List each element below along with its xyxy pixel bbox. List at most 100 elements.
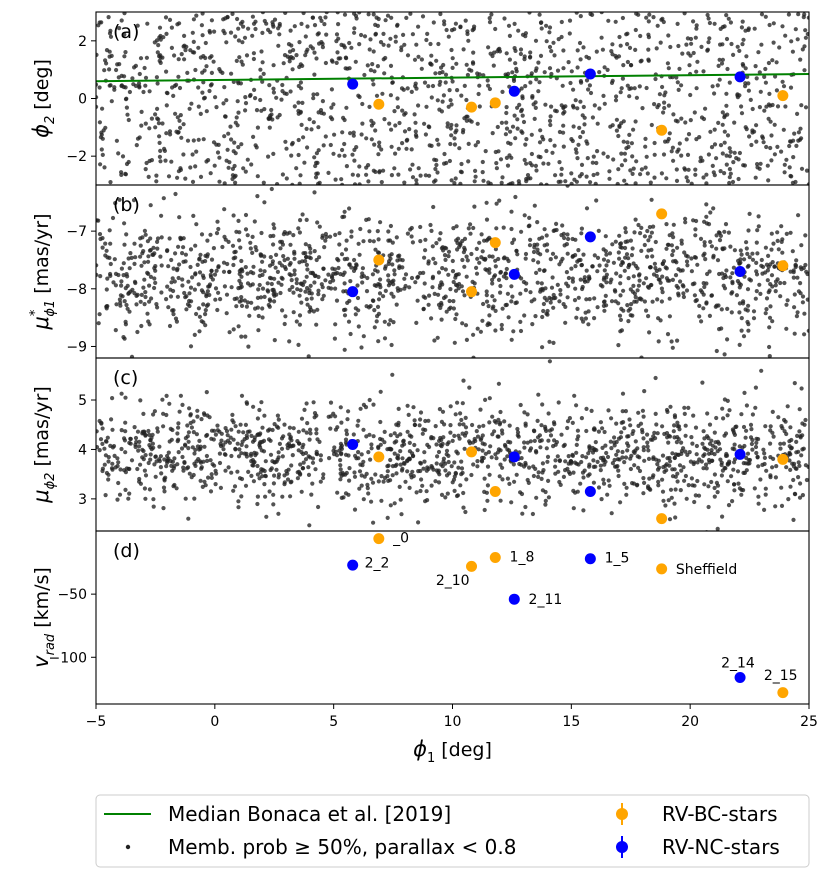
background-star: [316, 148, 321, 153]
background-star: [500, 306, 505, 311]
background-star: [789, 446, 794, 451]
background-star: [233, 173, 238, 178]
background-star: [739, 487, 744, 492]
background-star: [194, 222, 199, 227]
background-star: [607, 169, 612, 174]
background-star: [178, 167, 183, 172]
background-star: [770, 284, 775, 289]
background-star: [463, 415, 468, 420]
background-star: [229, 71, 234, 76]
background-star: [555, 454, 560, 459]
background-star: [448, 404, 453, 409]
background-star: [763, 245, 769, 250]
background-star: [300, 212, 305, 217]
background-star: [565, 425, 570, 431]
background-star: [442, 151, 447, 157]
background-star: [372, 325, 377, 330]
background-star: [201, 302, 206, 307]
background-star: [429, 316, 434, 321]
star-annotation: 1_5: [605, 551, 630, 567]
background-star: [159, 263, 164, 268]
y-tick-label: −7: [66, 224, 87, 240]
background-star: [592, 253, 597, 258]
background-star: [695, 262, 700, 267]
background-star: [710, 84, 715, 89]
background-star: [688, 459, 694, 464]
background-star: [361, 334, 366, 339]
background-star: [630, 154, 635, 159]
background-star: [762, 108, 767, 113]
background-star: [401, 32, 406, 38]
background-star: [720, 57, 726, 62]
background-star: [598, 468, 603, 473]
background-star: [803, 463, 809, 468]
background-star: [314, 257, 319, 263]
background-star: [288, 89, 293, 94]
background-star: [747, 211, 752, 216]
background-star: [651, 224, 656, 229]
background-star: [746, 458, 751, 463]
background-star: [199, 23, 204, 28]
background-star: [234, 115, 239, 120]
background-star: [758, 291, 763, 296]
background-star: [791, 138, 796, 143]
background-star: [796, 12, 801, 17]
background-star: [553, 442, 558, 447]
background-star: [187, 291, 192, 296]
background-star: [104, 287, 109, 292]
panel-frame: [95, 530, 810, 705]
background-star: [432, 291, 437, 296]
background-star: [781, 84, 787, 89]
background-star: [575, 428, 581, 433]
background-star: [320, 285, 325, 290]
background-star: [364, 434, 369, 439]
background-star: [625, 140, 630, 145]
background-star: [640, 427, 645, 432]
background-star: [756, 494, 761, 499]
background-star: [451, 279, 456, 285]
background-star: [763, 424, 768, 429]
background-star: [153, 125, 158, 130]
background-star: [639, 167, 645, 172]
background-star: [609, 446, 614, 451]
background-star: [455, 400, 460, 405]
background-star: [730, 499, 735, 504]
background-star: [769, 273, 775, 278]
background-star: [685, 452, 690, 457]
background-star: [242, 35, 248, 40]
background-star: [152, 266, 157, 271]
background-star: [548, 114, 553, 119]
background-star: [591, 172, 596, 178]
background-star: [770, 319, 775, 324]
background-star: [158, 159, 163, 164]
background-star: [523, 421, 528, 426]
background-star: [701, 69, 706, 74]
background-star: [193, 164, 198, 169]
background-star: [342, 281, 347, 286]
background-star: [402, 42, 407, 47]
background-star: [309, 296, 314, 301]
background-star: [549, 296, 554, 301]
background-star: [176, 421, 181, 426]
background-star: [509, 299, 514, 304]
background-star: [767, 91, 772, 96]
background-star: [614, 271, 619, 276]
background-star: [188, 247, 194, 252]
background-star: [652, 430, 657, 435]
background-star: [545, 248, 550, 253]
background-star: [395, 258, 400, 263]
background-star: [552, 143, 557, 148]
background-star: [511, 462, 516, 467]
background-star: [642, 389, 647, 394]
rv-nc-point: [347, 78, 359, 90]
background-star: [289, 438, 294, 443]
background-star: [138, 462, 143, 467]
background-star: [768, 455, 773, 460]
background-star: [213, 432, 218, 437]
background-star: [345, 417, 350, 422]
background-star: [462, 293, 467, 298]
background-star: [514, 300, 519, 305]
background-star: [301, 460, 306, 465]
background-star: [588, 180, 593, 185]
